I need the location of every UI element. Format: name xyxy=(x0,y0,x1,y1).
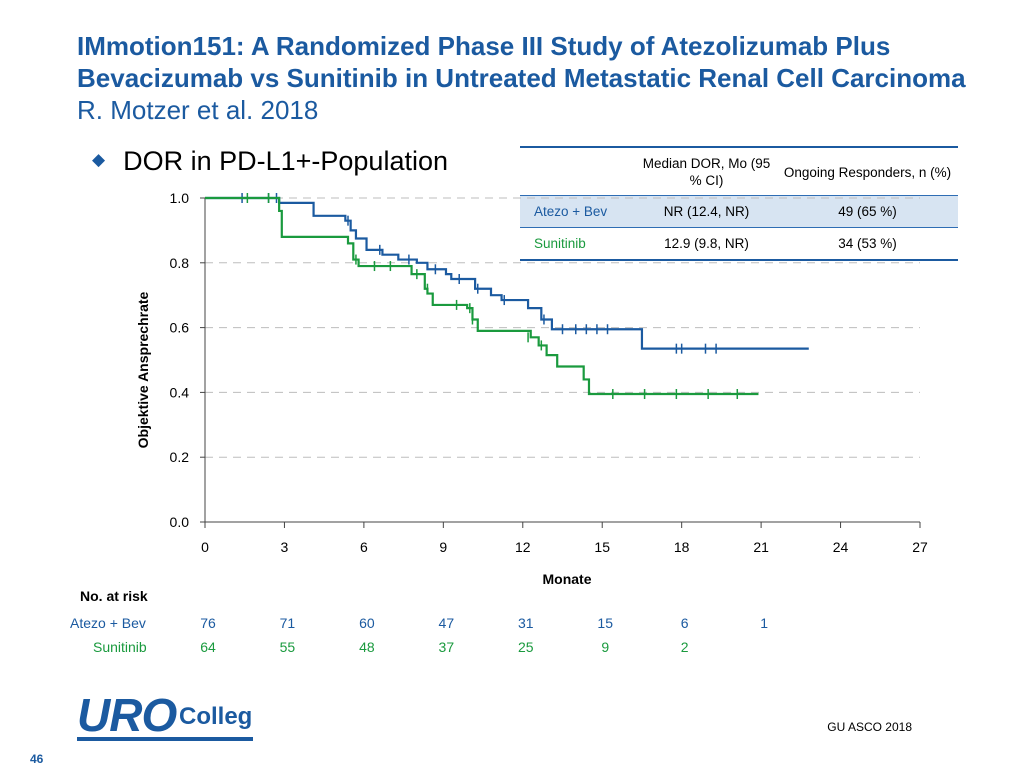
table-header-ongoing: Ongoing Responders, n (%) xyxy=(777,146,958,196)
y-tick-label: 0.8 xyxy=(170,255,190,271)
x-tick-label: 18 xyxy=(674,539,690,555)
risk-value: 48 xyxy=(359,639,375,655)
risk-label-atezo: Atezo + Bev xyxy=(70,615,146,631)
risk-label-sunitinib: Sunitinib xyxy=(93,639,147,655)
title-text: IMmotion151: A Randomized Phase III Stud… xyxy=(77,31,966,93)
y-axis-title: Objektive Ansprechrate xyxy=(135,291,151,448)
risk-value: 76 xyxy=(200,615,216,631)
risk-value: 71 xyxy=(279,615,296,631)
urocolleg-logo: URO Colleg xyxy=(77,685,257,745)
series-line-atezo-bev xyxy=(205,196,809,350)
page-number: 46 xyxy=(30,752,44,766)
table-cell-ongoing: 49 (65 %) xyxy=(777,195,958,228)
table-header-blank xyxy=(520,146,636,196)
slide-title: IMmotion151: A Randomized Phase III Stud… xyxy=(77,30,977,126)
risk-value: 15 xyxy=(597,615,614,631)
table-row: Atezo + Bev NR (12.4, NR) 49 (65 %) xyxy=(520,195,958,228)
risk-value: 31 xyxy=(517,615,534,631)
table-cell-arm: Atezo + Bev xyxy=(520,195,636,228)
x-tick-label: 15 xyxy=(594,539,610,555)
diamond-bullet-icon: ◆ xyxy=(92,150,106,169)
table-header-row: Median DOR, Mo (95 % CI) Ongoing Respond… xyxy=(520,146,958,196)
table-cell-arm: Sunitinib xyxy=(520,227,636,261)
title-author: R. Motzer et al. 2018 xyxy=(77,95,319,125)
y-tick-label: 0.6 xyxy=(170,320,190,336)
x-axis-title: Monate xyxy=(543,571,592,587)
source-label: GU ASCO 2018 xyxy=(827,720,912,734)
axis-ticks: 0.0 0.2 0.4 0.6 0.8 1.0 0 3 6 9 12 15 18 21 24 27 xyxy=(170,190,928,555)
table-cell-median: 12.9 (9.8, NR) xyxy=(636,227,777,261)
risk-value: 2 xyxy=(680,639,689,655)
x-tick-label: 24 xyxy=(833,539,849,555)
y-tick-label: 0.4 xyxy=(170,384,190,400)
logo-word-colleg: Colleg xyxy=(179,703,253,730)
series-line-sunitinib xyxy=(205,196,759,396)
x-tick-label: 9 xyxy=(439,539,447,555)
risk-value: 6 xyxy=(680,615,689,631)
risk-value: 1 xyxy=(760,615,769,631)
table-cell-ongoing: 34 (53 %) xyxy=(777,227,958,261)
x-tick-label: 12 xyxy=(515,539,531,555)
y-tick-label: 0.0 xyxy=(170,514,190,530)
logo-word-uro: URO xyxy=(77,689,177,741)
series-group xyxy=(205,193,809,400)
x-tick-label: 6 xyxy=(360,539,368,555)
x-tick-label: 0 xyxy=(201,539,209,555)
bullet-text: DOR in PD-L1+-Population xyxy=(123,146,448,176)
x-tick-label: 21 xyxy=(753,539,769,555)
x-tick-label: 27 xyxy=(912,539,928,555)
table-row: Sunitinib 12.9 (9.8, NR) 34 (53 %) xyxy=(520,227,958,261)
risk-value: 60 xyxy=(359,615,375,631)
risk-value: 64 xyxy=(200,639,216,655)
risk-value: 47 xyxy=(438,615,455,631)
risk-table-title: No. at risk xyxy=(80,588,148,604)
risk-value: 55 xyxy=(279,639,296,655)
table-cell-median: NR (12.4, NR) xyxy=(636,195,777,228)
dor-summary-table: Median DOR, Mo (95 % CI) Ongoing Respond… xyxy=(520,146,958,261)
logo-bar xyxy=(77,737,253,741)
risk-value: 25 xyxy=(517,639,534,655)
risk-value: 9 xyxy=(601,639,610,655)
y-tick-label: 1.0 xyxy=(170,190,190,206)
bullet-heading: ◆ DOR in PD-L1+-Population xyxy=(92,146,448,177)
x-tick-label: 3 xyxy=(281,539,289,555)
risk-value: 37 xyxy=(438,639,455,655)
table-header-median: Median DOR, Mo (95 % CI) xyxy=(636,146,777,196)
y-tick-label: 0.2 xyxy=(170,449,190,465)
